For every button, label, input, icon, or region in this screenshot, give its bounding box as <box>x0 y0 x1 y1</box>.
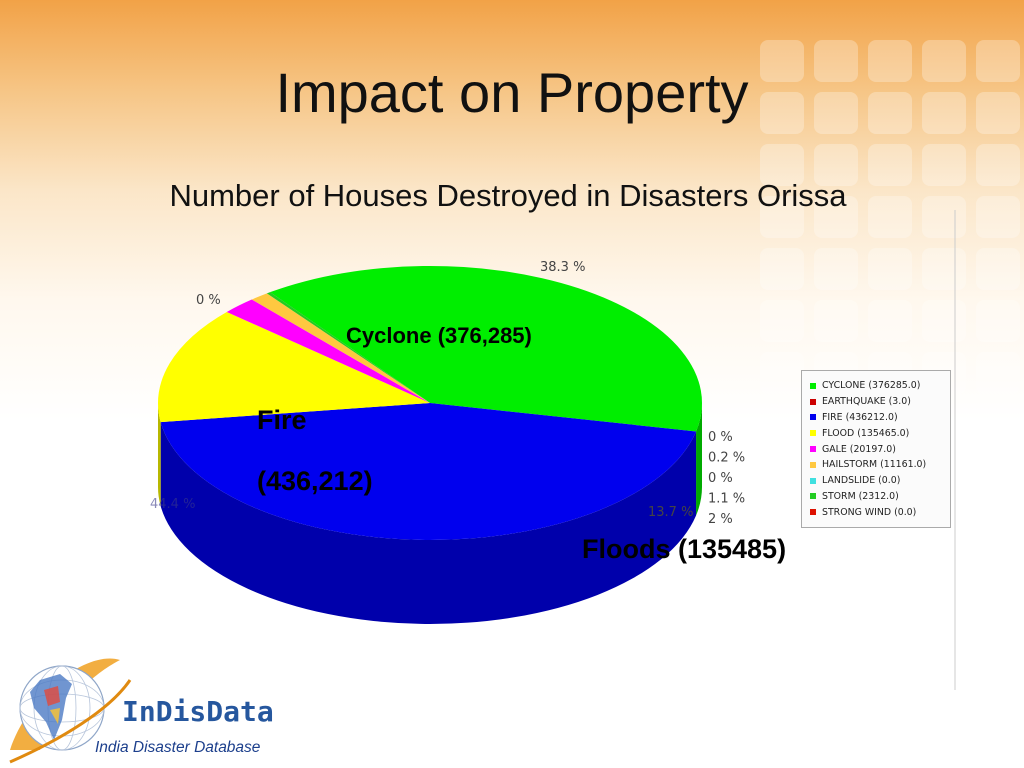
pie-side-flood <box>158 403 161 507</box>
annotation-floods: Floods (135485) <box>582 534 786 564</box>
slice-label-fire: 44.4 % <box>150 497 195 512</box>
slice-label-cyclone: 38.3 % <box>540 260 585 275</box>
legend-item-cyclone: CYCLONE (376285.0) <box>810 378 950 394</box>
pie-side-fire <box>160 422 697 624</box>
annotation-cyclone: Cyclone (376,285) <box>346 323 532 348</box>
pie-slice-storm <box>266 292 430 403</box>
pie-slice-flood <box>158 311 430 423</box>
legend-swatch <box>810 509 816 516</box>
legend-swatch <box>810 382 816 389</box>
pie-slice-gale <box>226 299 430 403</box>
annotation-fire-title: Fire <box>257 405 307 435</box>
legend-label: FLOOD (135465.0) <box>822 427 910 439</box>
slice-label-small-0: 0 % <box>708 430 733 445</box>
slice-label-small-1: 0.2 % <box>708 451 745 466</box>
legend-label: CYCLONE (376285.0) <box>822 380 921 392</box>
slice-label-small-4: 2 % <box>708 512 733 527</box>
legend-item-hailstorm: HAILSTORM (11161.0) <box>810 457 950 473</box>
legend-label: LANDSLIDE (0.0) <box>822 475 901 487</box>
legend-item-storm: STORM (2312.0) <box>810 489 950 505</box>
legend-item-flood: FLOOD (135465.0) <box>810 425 950 441</box>
legend-item-landslide: LANDSLIDE (0.0) <box>810 473 950 489</box>
legend-label: HAILSTORM (11161.0) <box>822 459 927 471</box>
legend-swatch <box>810 461 816 468</box>
logo-tagline: India Disaster Database <box>95 739 261 756</box>
pie-slice-cyclone <box>270 266 703 432</box>
slice-label-earthquake: 0 % <box>196 293 221 308</box>
slide-subtitle: Number of Houses Destroyed in Disasters … <box>169 178 847 213</box>
pie-side-cyclone <box>696 403 702 516</box>
legend-label: FIRE (436212.0) <box>822 411 898 423</box>
legend-item-gale: GALE (20197.0) <box>810 441 950 457</box>
legend-label: STORM (2312.0) <box>822 490 899 502</box>
annotation-fire-value: (436,212) <box>257 466 373 496</box>
legend-swatch <box>810 477 816 484</box>
legend-label: STRONG WIND (0.0) <box>822 506 917 518</box>
legend-swatch <box>810 446 816 453</box>
legend-label: GALE (20197.0) <box>822 443 896 455</box>
legend-swatch <box>810 414 816 421</box>
slice-label-small-2: 0 % <box>708 471 733 486</box>
legend-swatch <box>810 430 816 437</box>
legend-item-earthquake: EARTHQUAKE (3.0) <box>810 394 950 410</box>
pie-slice-hailstorm <box>251 293 430 403</box>
logo-name: InDisData <box>122 695 274 728</box>
slice-label-small-3: 1.1 % <box>708 492 745 507</box>
pie-slice-fire <box>160 403 697 540</box>
chart-legend: CYCLONE (376285.0) EARTHQUAKE (3.0) FIRE (… <box>801 370 951 528</box>
legend-label: EARTHQUAKE (3.0) <box>822 396 911 408</box>
legend-item-fire: FIRE (436212.0) <box>810 410 950 426</box>
slice-label-flood: 13.7 % <box>648 505 693 520</box>
legend-swatch <box>810 398 816 405</box>
slide-title: Impact on Property <box>275 61 749 124</box>
legend-swatch <box>810 493 816 500</box>
indisdata-logo <box>9 658 132 764</box>
legend-item-strong-wind: STRONG WIND (0.0) <box>810 504 950 520</box>
pie-slice-earthquake <box>430 403 697 432</box>
